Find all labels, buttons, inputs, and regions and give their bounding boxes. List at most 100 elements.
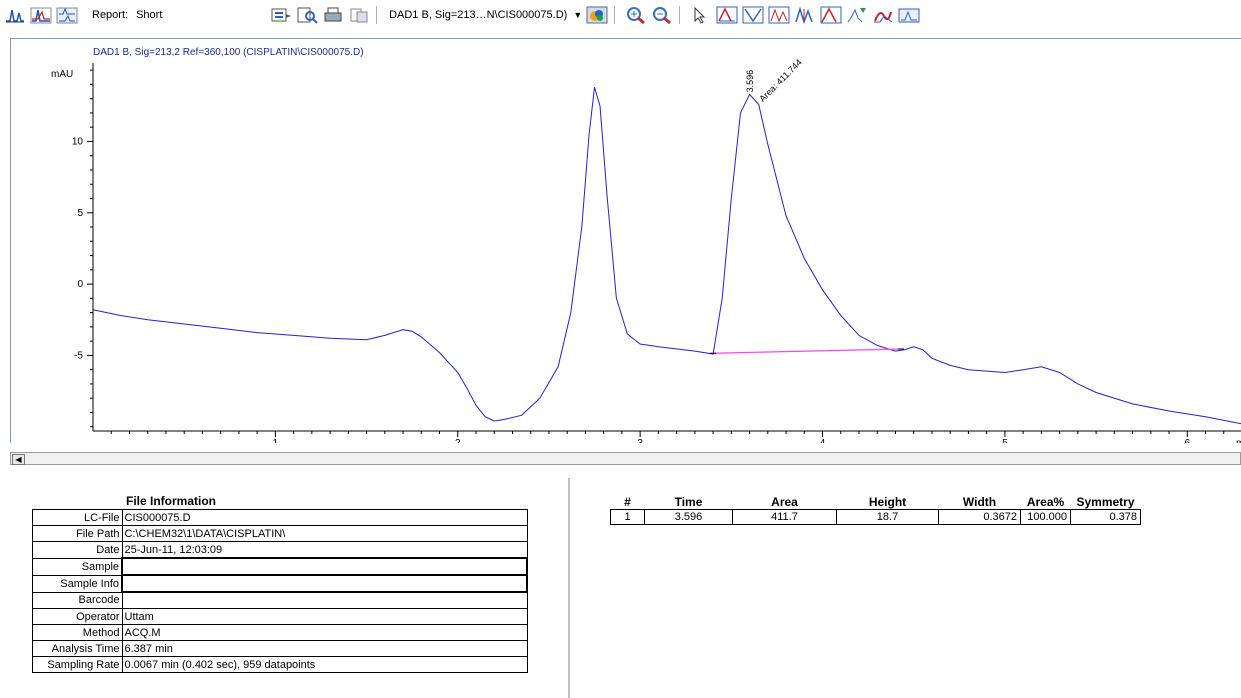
- file-info-row: LC-File CIS000075.D: [32, 509, 528, 526]
- file-info-panel: File Information LC-File CIS000075.D File …: [0, 478, 570, 698]
- print-icon[interactable]: [322, 6, 344, 24]
- peak-table-header: Area: [771, 494, 798, 509]
- chromatogram-panel[interactable]: DAD1 B, Sig=213,2 Ref=360,100 (CISPLATIN…: [10, 38, 1241, 443]
- signal-select-value: DAD1 B, Sig=213…N\CIS000075.D): [389, 9, 568, 21]
- chromatogram-icon[interactable]: [4, 6, 26, 24]
- file-info-label: Barcode: [32, 591, 123, 609]
- signal-select[interactable]: DAD1 B, Sig=213…N\CIS000075.D) ▼: [389, 9, 582, 21]
- y-tick-label: 10: [72, 136, 84, 147]
- file-info-label: File Path: [32, 525, 123, 542]
- file-info-row: Sampling Rate 0.0067 min (0.402 sec), 959…: [32, 656, 528, 673]
- toolbar-divider: [376, 6, 378, 24]
- file-info-row: Barcode: [32, 591, 528, 609]
- peak-table-cell: 18.7: [836, 509, 939, 525]
- x-tick-label: 2: [455, 438, 461, 443]
- y-axis-label: mAU: [51, 69, 73, 80]
- overlay-icon[interactable]: [30, 6, 52, 24]
- chevron-down-icon[interactable]: ▼: [573, 10, 583, 20]
- peak-table-cell: 411.7: [732, 509, 837, 525]
- y-tick-label: 5: [77, 208, 83, 219]
- peak-table-row: 1 3.596 411.7 18.7 0.3672 100.000 0.378: [610, 509, 1141, 525]
- y-tick-label: -5: [74, 350, 83, 361]
- preview-icon[interactable]: [296, 6, 318, 24]
- file-info-row: Operator Uttam: [32, 608, 528, 625]
- report-select[interactable]: Short: [136, 9, 163, 21]
- manual-icon[interactable]: [872, 6, 894, 24]
- peak-table-header: Height: [868, 494, 907, 509]
- report-area: File Information LC-File CIS000075.D File …: [0, 478, 1241, 698]
- toolbar: Report: Short DAD1 B, Sig=213…N\CIS00007…: [0, 0, 1241, 30]
- file-info-row: Sample: [32, 557, 528, 576]
- integrate-icon[interactable]: [846, 6, 868, 24]
- file-info-value: 6.387 min: [121, 640, 528, 657]
- peak-table-cell: 0.378: [1070, 509, 1141, 525]
- file-info-value: C:\CHEM32\1\DATA\CISPLATIN\: [121, 525, 528, 542]
- file-info-label: Method: [32, 624, 123, 641]
- file-info-row: Method ACQ.M: [32, 624, 528, 641]
- horizontal-scrollbar[interactable]: ◀: [10, 452, 1241, 465]
- x-tick-label: 5: [1002, 438, 1008, 443]
- file-info-value: Uttam: [121, 608, 528, 625]
- peak-table-cell: 3.596: [644, 509, 733, 525]
- peak-retention-time-label: 3.596: [745, 70, 755, 93]
- drop-icon[interactable]: [768, 6, 790, 24]
- file-info-table: LC-File CIS000075.D File Path C:\CHEM32\1\D…: [32, 509, 528, 673]
- x-axis-unit-label: m: [1236, 438, 1241, 443]
- spectrum-icon[interactable]: [898, 6, 920, 24]
- file-info-label: Date: [32, 541, 123, 559]
- peak-table-header: Time: [674, 494, 703, 509]
- color-icon[interactable]: [586, 6, 608, 24]
- select-icon[interactable]: [690, 6, 712, 24]
- file-info-label: Sampling Rate: [32, 656, 123, 673]
- peak-table-header: #: [624, 494, 631, 509]
- chart-title: DAD1 B, Sig=213,2 Ref=360,100 (CISPLATIN…: [93, 47, 364, 58]
- file-info-row: Analysis Time 6.387 min: [32, 640, 528, 657]
- file-info-row: Date 25-Jun-11, 12:03:09: [32, 541, 528, 559]
- peak-table-cell: 1: [610, 509, 645, 525]
- file-info-title: File Information: [126, 494, 216, 508]
- peak-table: # Time Area Height Width Area% Symmetry 1 3.596…: [610, 494, 1141, 525]
- file-info-label: Operator: [32, 608, 123, 625]
- baseline-icon[interactable]: [716, 6, 738, 24]
- file-info-label: Analysis Time: [32, 640, 123, 657]
- file-info-value: 0.0067 min (0.402 sec), 959 datapoints: [121, 656, 528, 673]
- file-info-row: Sample Info: [32, 574, 528, 593]
- scroll-left-icon[interactable]: ◀: [12, 454, 25, 465]
- chart-marks: 3.596 Area: 411.744: [92, 57, 1241, 425]
- file-info-value: [121, 591, 528, 609]
- report-label: Report:: [92, 9, 129, 21]
- y-tick-label: 0: [77, 279, 83, 290]
- file-info-label: Sample Info: [32, 574, 123, 593]
- peak-table-header: Width: [962, 494, 997, 509]
- file-info-value: [121, 574, 528, 593]
- export-icon[interactable]: [270, 6, 292, 24]
- file-info-value: 25-Jun-11, 12:03:09: [121, 541, 528, 559]
- peak-table-cell: 100.000: [1020, 509, 1071, 525]
- toolbar-divider: [614, 6, 616, 24]
- x-tick-label: 6: [1185, 438, 1191, 443]
- peak-table-header: Symmetry: [1076, 494, 1135, 509]
- split-icon[interactable]: [794, 6, 816, 25]
- peak-table-header: Area%: [1026, 494, 1065, 509]
- file-info-value: ACQ.M: [121, 624, 528, 641]
- x-tick-label: 1: [273, 438, 279, 443]
- file-info-value: [121, 557, 528, 576]
- x-tick-label: 4: [820, 438, 826, 443]
- file-info-row: File Path C:\CHEM32\1\DATA\CISPLATIN\: [32, 525, 528, 542]
- chromatogram-trace: [92, 87, 1241, 425]
- chromatogram-chart[interactable]: DAD1 B, Sig=213,2 Ref=360,100 (CISPLATIN…: [11, 39, 1241, 443]
- peak-area-label: Area: 411.744: [757, 57, 804, 104]
- zoom-out-icon[interactable]: [651, 6, 673, 25]
- valley-icon[interactable]: [742, 6, 764, 24]
- integration-baseline: [713, 348, 901, 354]
- file-info-label: LC-File: [32, 509, 123, 526]
- peak-table-cell: 0.3672: [938, 509, 1021, 525]
- peak-table-panel: # Time Area Height Width Area% Symmetry 1 3.596…: [572, 478, 1241, 698]
- peak-icon[interactable]: [820, 6, 842, 24]
- toolbar-divider: [679, 6, 681, 24]
- copy-icon[interactable]: [348, 6, 370, 24]
- file-info-value: CIS000075.D: [121, 509, 528, 526]
- separate-icon[interactable]: [56, 6, 78, 24]
- file-info-label: Sample: [32, 557, 123, 576]
- zoom-in-icon[interactable]: [625, 6, 647, 25]
